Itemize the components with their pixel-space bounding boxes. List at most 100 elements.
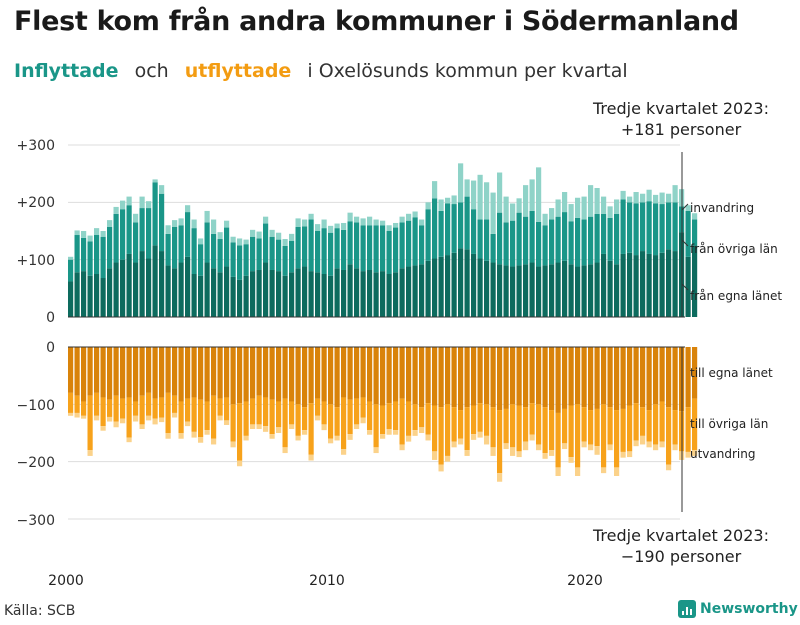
bar-inflow-egna [81, 271, 87, 317]
bar-inflow-ovriga [549, 219, 555, 265]
bar-inflow-invandring [133, 213, 139, 223]
bar-inflow-invandring [601, 196, 607, 214]
bar-outflow-utvandring [536, 444, 542, 451]
chart-title: Flest kom från andra kommuner i Söderman… [14, 6, 739, 37]
bar-outflow-egna [152, 347, 158, 399]
bar-inflow-egna [159, 251, 165, 317]
bar-inflow-invandring [321, 219, 327, 229]
bar-outflow-ovriga [295, 404, 301, 436]
bar-inflow-egna [386, 274, 392, 317]
bar-outflow-egna [633, 347, 639, 404]
bar-inflow-egna [484, 260, 490, 317]
bar-outflow-egna [256, 347, 262, 396]
bar-inflow-ovriga [107, 226, 113, 269]
bar-outflow-ovriga [594, 408, 600, 447]
bar-outflow-egna [581, 347, 587, 408]
bar-outflow-utvandring [425, 434, 431, 441]
bar-outflow-ovriga [438, 407, 444, 465]
bar-inflow-ovriga [438, 210, 444, 257]
annotation-bottom-line1: Tredje kvartalet 2023: [592, 526, 769, 545]
bar-outflow-utvandring [692, 450, 698, 456]
bar-inflow-invandring [594, 188, 600, 214]
bar-outflow-ovriga [178, 401, 184, 433]
bar-outflow-egna [542, 347, 548, 408]
bar-inflow-invandring [510, 203, 516, 221]
bar-outflow-egna [685, 347, 691, 408]
bar-outflow-egna [438, 347, 444, 408]
bar-outflow-egna [516, 347, 522, 406]
bar-inflow-egna [100, 278, 106, 317]
bar-inflow-egna [653, 255, 659, 317]
bar-outflow-utvandring [607, 444, 613, 451]
bar-outflow-utvandring [659, 441, 665, 448]
brand-logo: Newsworthy [678, 600, 798, 618]
bar-outflow-ovriga [627, 405, 633, 452]
bar-outflow-egna [672, 347, 678, 411]
bar-inflow-ovriga [100, 236, 106, 279]
bar-inflow-egna [523, 264, 529, 317]
bar-inflow-invandring [529, 179, 535, 211]
bar-outflow-ovriga [191, 397, 197, 432]
bar-inflow-invandring [425, 202, 431, 210]
bar-outflow-ovriga [672, 410, 678, 445]
y-tick-label: 0 [46, 340, 55, 356]
bar-inflow-ovriga [87, 241, 93, 276]
label-pointer [681, 283, 689, 291]
bar-outflow-utvandring [477, 431, 483, 438]
bar-outflow-utvandring [107, 416, 113, 422]
bar-outflow-utvandring [256, 424, 262, 429]
bar-inflow-invandring [614, 199, 620, 214]
bar-inflow-egna [601, 253, 607, 317]
bar-inflow-egna [445, 255, 451, 317]
bar-inflow-ovriga [198, 244, 204, 276]
bar-outflow-utvandring [503, 443, 509, 450]
bar-inflow-invandring [393, 222, 399, 228]
bar-outflow-utvandring [445, 455, 451, 462]
bar-inflow-egna [692, 245, 698, 317]
bar-inflow-invandring [87, 235, 93, 242]
bar-inflow-ovriga [315, 231, 321, 273]
bar-outflow-egna [484, 347, 490, 405]
bar-outflow-ovriga [237, 403, 243, 461]
bar-inflow-egna [315, 272, 321, 317]
bar-inflow-invandring [536, 167, 542, 222]
annotation-top-line2: +181 personer [621, 120, 742, 139]
bar-inflow-ovriga [367, 225, 373, 270]
bar-outflow-egna [425, 347, 431, 404]
bar-outflow-utvandring [627, 451, 633, 458]
bar-inflow-invandring [484, 182, 490, 220]
bar-outflow-egna [321, 347, 327, 402]
bar-inflow-invandring [367, 216, 373, 226]
bar-outflow-utvandring [133, 415, 139, 422]
bar-inflow-ovriga [542, 225, 548, 266]
bar-outflow-ovriga [549, 410, 555, 451]
bar-outflow-ovriga [224, 397, 230, 421]
bar-inflow-ovriga [484, 219, 490, 261]
bar-inflow-egna [94, 274, 100, 317]
bar-inflow-ovriga [464, 196, 470, 250]
bar-outflow-ovriga [575, 404, 581, 468]
bar-inflow-invandring [471, 180, 477, 210]
bar-outflow-utvandring [523, 441, 529, 451]
bar-outflow-egna [282, 347, 288, 399]
bar-outflow-ovriga [159, 397, 165, 418]
bar-inflow-egna [432, 258, 438, 317]
bar-outflow-ovriga [146, 392, 152, 416]
bar-outflow-ovriga [289, 401, 295, 425]
bar-outflow-ovriga [380, 405, 386, 435]
bar-outflow-ovriga [653, 404, 659, 445]
bar-outflow-egna [328, 347, 334, 405]
bar-inflow-ovriga [685, 210, 691, 257]
bar-inflow-invandring [575, 197, 581, 218]
bar-outflow-utvandring [282, 447, 288, 454]
bar-inflow-egna [620, 253, 626, 317]
bar-outflow-utvandring [555, 467, 561, 476]
bar-outflow-ovriga [477, 403, 483, 432]
bar-outflow-utvandring [328, 438, 334, 444]
bar-inflow-egna [614, 264, 620, 317]
bar-inflow-egna [542, 265, 548, 317]
bar-inflow-ovriga [659, 204, 665, 253]
bar-inflow-ovriga [250, 236, 256, 272]
bar-outflow-utvandring [126, 437, 132, 443]
bar-inflow-invandring [627, 196, 633, 203]
